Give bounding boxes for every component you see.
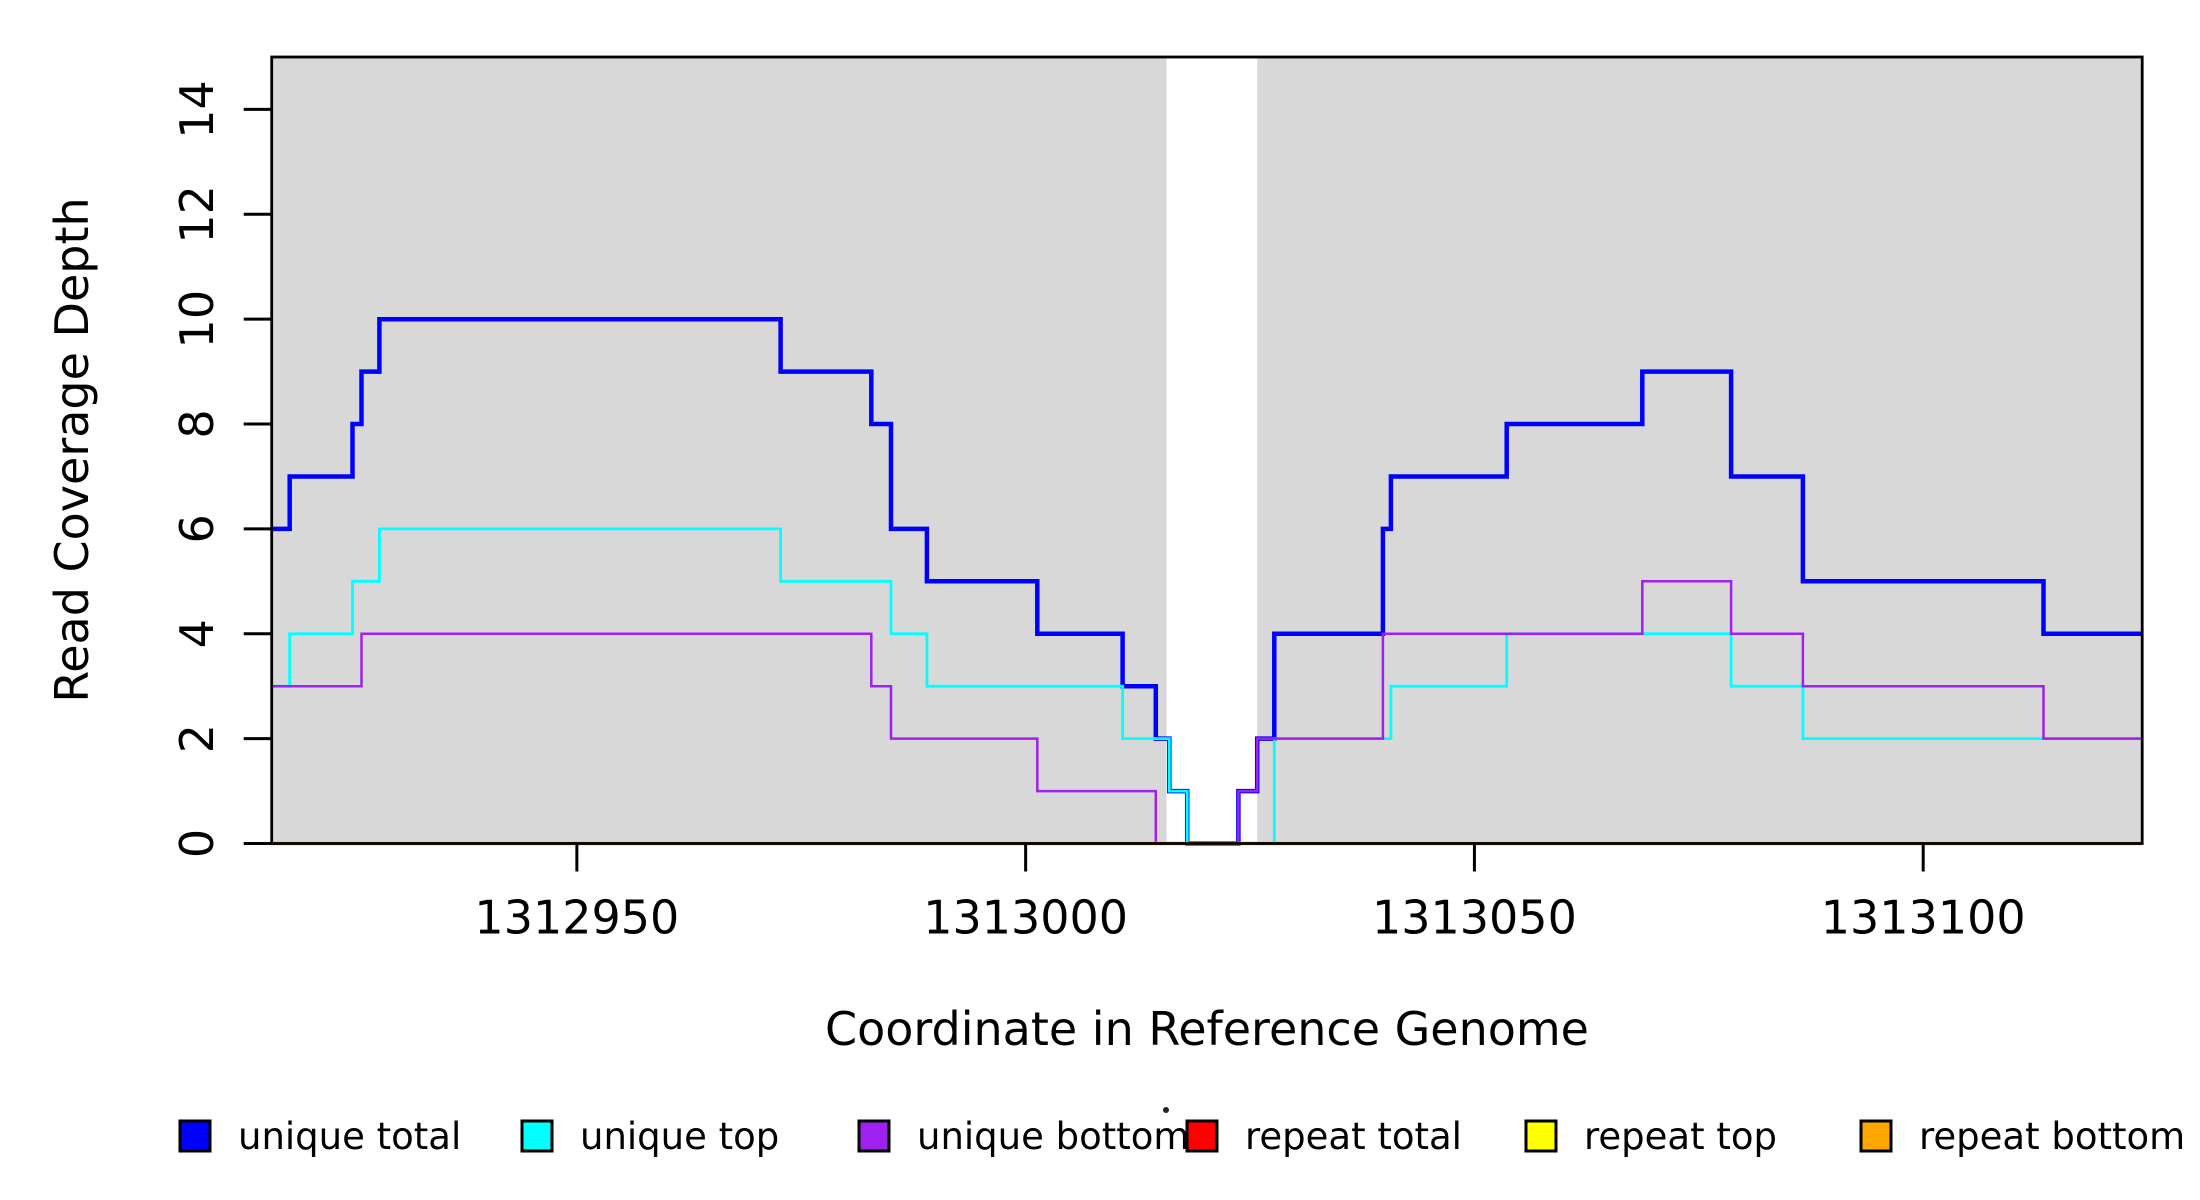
legend-label-unique-bottom: unique bottom [917, 1115, 1189, 1158]
legend-label-repeat-total: repeat total [1245, 1115, 1462, 1158]
legend-swatch-unique-total [178, 1119, 212, 1153]
plot-shaded-regions [271, 57, 2143, 844]
x-axis-title: Coordinate in Reference Genome [825, 1002, 1589, 1056]
legend-label-unique-top: unique top [580, 1115, 779, 1158]
legend-label-repeat-top: repeat top [1584, 1115, 1777, 1158]
legend-swatch-repeat-top [1524, 1119, 1558, 1153]
shaded-region [271, 57, 1167, 844]
x-axis: 1312950 1313000 1313050 1313100 [474, 843, 2026, 945]
legend-label-repeat-bottom: repeat bottom [1919, 1115, 2185, 1158]
plot-border [270, 55, 2144, 845]
y-tick-label: 6 [170, 514, 224, 543]
x-tick-label: 1313000 [923, 891, 1128, 945]
legend-item-unique-top: unique top [520, 1115, 779, 1158]
legend-item-unique-total: unique total [178, 1115, 461, 1158]
y-tick-label: 12 [170, 185, 224, 244]
legend-item-unique-bottom: unique bottom [857, 1115, 1189, 1158]
legend-swatch-unique-bottom [857, 1119, 891, 1153]
line-unique-bottom [271, 580, 2143, 845]
legend-item-repeat-bottom: repeat bottom [1859, 1115, 2185, 1158]
y-tick-label: 14 [170, 80, 224, 139]
y-tick-label: 2 [170, 724, 224, 753]
y-tick-label: 0 [170, 829, 224, 858]
y-tick-label: 10 [170, 290, 224, 349]
legend-swatch-repeat-total [1185, 1119, 1219, 1153]
legend-item-repeat-top: repeat top [1524, 1115, 1777, 1158]
legend-swatch-repeat-bottom [1859, 1119, 1893, 1153]
stray-dot [1163, 1107, 1169, 1113]
y-tick-label: 8 [170, 409, 224, 438]
x-tick-label: 1312950 [474, 891, 679, 945]
x-tick-label: 1313100 [1821, 891, 2026, 945]
legend-label-unique-total: unique total [238, 1115, 461, 1158]
legend: unique total unique top unique bottom repea… [178, 1115, 2185, 1158]
legend-swatch-unique-top [520, 1119, 554, 1153]
shaded-region [1257, 57, 2143, 844]
y-axis: 0 2 4 6 8 10 12 14 [170, 80, 272, 858]
y-axis-title: Read Coverage Depth [45, 197, 99, 702]
x-tick-label: 1313050 [1372, 891, 1577, 945]
legend-item-repeat-total: repeat total [1185, 1115, 1462, 1158]
y-tick-label: 4 [170, 619, 224, 648]
